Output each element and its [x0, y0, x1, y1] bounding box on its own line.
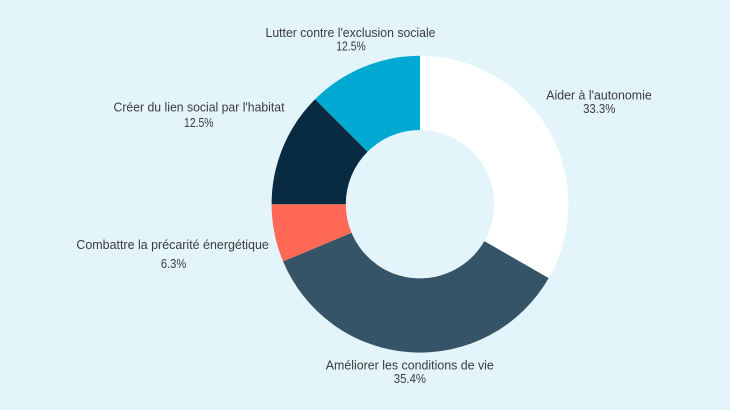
svg-text:35.4%: 35.4% [394, 372, 426, 386]
svg-text:Améliorer les conditions de vi: Améliorer les conditions de vie [326, 358, 494, 372]
svg-text:Créer du lien social par l'hab: Créer du lien social par l'habitat [114, 100, 286, 114]
svg-text:Combattre la précarité énergét: Combattre la précarité énergétique [76, 238, 269, 252]
svg-text:12.5%: 12.5% [336, 39, 366, 53]
svg-text:12.5%: 12.5% [184, 116, 214, 130]
svg-text:Aider à l'autonomie: Aider à l'autonomie [546, 89, 652, 103]
svg-text:Lutter contre l'exclusion soci: Lutter contre l'exclusion sociale [266, 26, 436, 40]
svg-text:33.3%: 33.3% [583, 102, 615, 116]
svg-text:6.3%: 6.3% [161, 257, 187, 271]
